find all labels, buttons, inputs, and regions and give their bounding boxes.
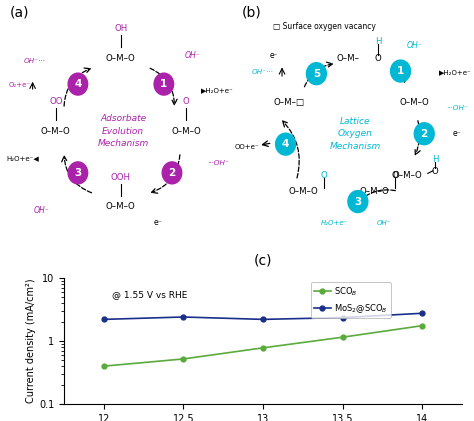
Text: Lattice
Oxygen
Mechanism: Lattice Oxygen Mechanism — [330, 117, 381, 151]
Text: ···OH⁻: ···OH⁻ — [447, 105, 468, 111]
Text: OOH: OOH — [111, 173, 131, 182]
Text: O–M–O: O–M–O — [360, 187, 389, 196]
Text: H: H — [375, 37, 381, 45]
Text: O–M–O: O–M–O — [289, 187, 318, 196]
Text: OH⁻: OH⁻ — [407, 40, 423, 50]
Line: SCO$_B$: SCO$_B$ — [101, 323, 425, 368]
Text: OH: OH — [114, 24, 128, 33]
Text: e⁻: e⁻ — [269, 51, 278, 60]
Legend: SCO$_B$, MoS$_2$@SCO$_B$: SCO$_B$, MoS$_2$@SCO$_B$ — [310, 282, 391, 318]
Text: O–M–: O–M– — [337, 53, 360, 62]
Text: e⁻: e⁻ — [453, 129, 462, 139]
Text: e⁻: e⁻ — [154, 218, 162, 227]
Text: H₂O+e⁻◀: H₂O+e⁻◀ — [6, 155, 39, 161]
Text: □ Surface oxygen vacancy: □ Surface oxygen vacancy — [273, 22, 375, 31]
Text: ▶H₂O+e⁻: ▶H₂O+e⁻ — [201, 87, 234, 93]
Text: O₂+e⁻: O₂+e⁻ — [8, 82, 30, 88]
MoS$_2$@SCO$_B$ — [419, 311, 425, 316]
Text: O–M–□: O–M–□ — [273, 98, 305, 107]
SCO$_B$ — [101, 364, 107, 369]
Text: H: H — [432, 155, 438, 164]
Text: OO+e⁻: OO+e⁻ — [235, 144, 259, 150]
Text: O: O — [320, 171, 327, 180]
Text: OO: OO — [49, 97, 63, 106]
SCO$_B$ — [181, 357, 186, 362]
MoS$_2$@SCO$_B$ — [101, 317, 107, 322]
MoS$_2$@SCO$_B$ — [260, 317, 266, 322]
Text: OH⁻···: OH⁻··· — [24, 58, 46, 64]
Text: O–M–O: O–M–O — [106, 203, 136, 211]
Text: OH⁻: OH⁻ — [185, 51, 201, 60]
Text: @ 1.55 V vs RHE: @ 1.55 V vs RHE — [112, 290, 187, 299]
Circle shape — [275, 133, 296, 155]
Text: OH⁻···: OH⁻··· — [251, 69, 273, 75]
Text: (c): (c) — [254, 254, 273, 268]
Text: ▶H₂O+e⁻: ▶H₂O+e⁻ — [439, 69, 472, 75]
SCO$_B$ — [340, 335, 346, 340]
Text: ···OH⁻: ···OH⁻ — [208, 160, 229, 166]
Text: O–M–O: O–M–O — [400, 98, 429, 107]
Text: O–M–O: O–M–O — [171, 127, 201, 136]
Circle shape — [68, 73, 88, 95]
Text: OH⁻: OH⁻ — [377, 220, 391, 226]
Text: (a): (a) — [9, 5, 29, 19]
Text: 2: 2 — [420, 129, 428, 139]
Text: O: O — [391, 171, 398, 180]
Text: 1: 1 — [160, 79, 167, 89]
Circle shape — [414, 123, 434, 145]
Line: MoS$_2$@SCO$_B$: MoS$_2$@SCO$_B$ — [101, 311, 425, 322]
Text: 2: 2 — [168, 168, 175, 178]
Text: (b): (b) — [242, 5, 262, 19]
Text: O–M–O: O–M–O — [393, 171, 422, 180]
SCO$_B$ — [419, 323, 425, 328]
Circle shape — [68, 162, 88, 184]
Circle shape — [348, 191, 368, 213]
Circle shape — [162, 162, 182, 184]
Text: 4: 4 — [74, 79, 82, 89]
MoS$_2$@SCO$_B$ — [181, 314, 186, 320]
Text: 5: 5 — [313, 69, 320, 79]
Y-axis label: Current density (mA/cm²): Current density (mA/cm²) — [26, 279, 36, 403]
Text: 3: 3 — [354, 197, 362, 207]
MoS$_2$@SCO$_B$ — [340, 315, 346, 320]
Text: 4: 4 — [282, 139, 289, 149]
Text: 1: 1 — [397, 66, 404, 76]
SCO$_B$ — [260, 345, 266, 350]
Circle shape — [154, 73, 173, 95]
Text: 3: 3 — [74, 168, 82, 178]
Text: O: O — [182, 97, 189, 106]
Text: O: O — [431, 167, 438, 176]
Circle shape — [391, 60, 410, 82]
Text: O: O — [374, 53, 382, 62]
Text: O–M–O: O–M–O — [106, 53, 136, 62]
Circle shape — [306, 63, 326, 85]
Text: Adsorbate
Evolution
Mechanism: Adsorbate Evolution Mechanism — [98, 114, 149, 148]
Text: O–M–O: O–M–O — [41, 127, 71, 136]
Text: H₂O+e⁻: H₂O+e⁻ — [320, 220, 348, 226]
Text: OH⁻: OH⁻ — [34, 206, 50, 215]
